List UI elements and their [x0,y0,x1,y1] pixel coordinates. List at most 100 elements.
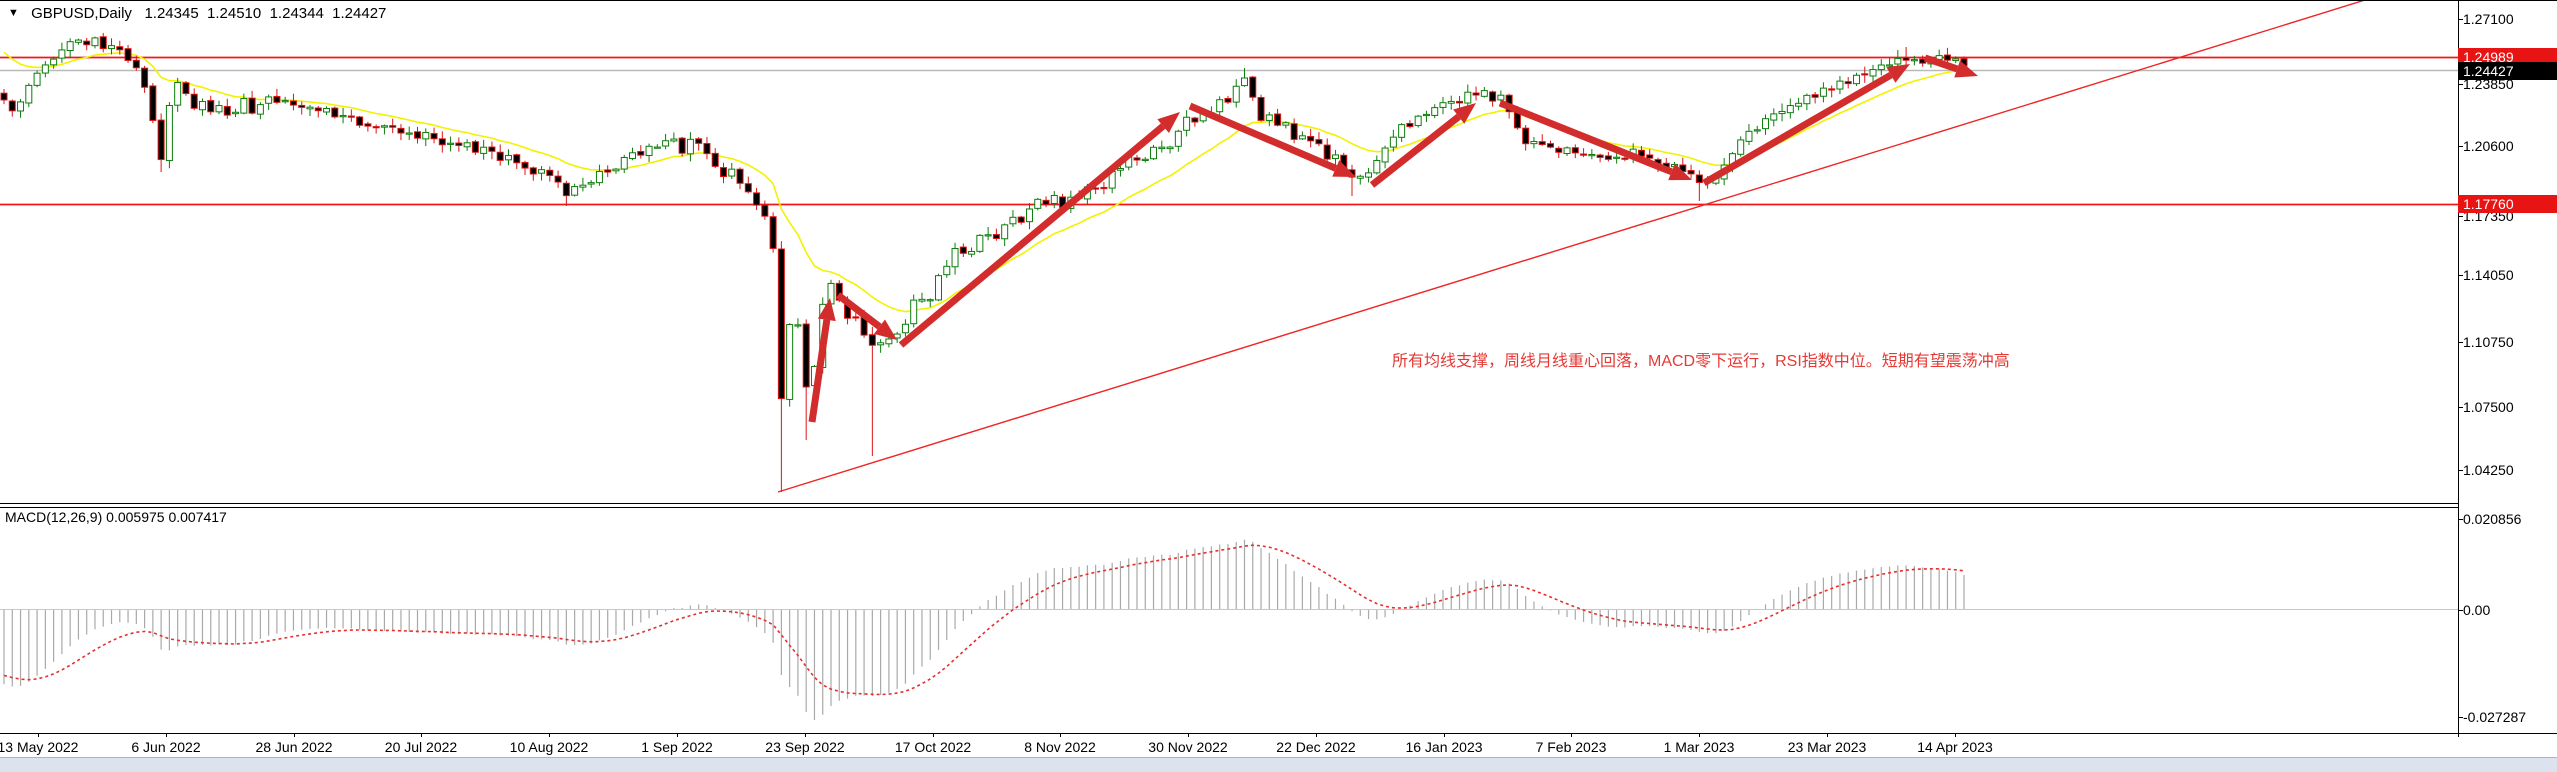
candle-body [852,316,860,319]
candle-body [1770,113,1778,121]
candle-body [298,104,306,108]
candle-body [1224,97,1232,103]
candle-body [33,72,41,86]
candle-body [405,132,413,135]
candle-body [1604,155,1612,160]
candle-body [1480,90,1488,97]
candle-body [744,183,752,193]
candle-body [1546,143,1554,148]
candles-group [0,32,1968,492]
date-label: 16 Jan 2023 [1405,739,1483,755]
candle-body [1464,91,1472,104]
trend-arrow-head [1157,112,1180,134]
candle-body [422,131,430,140]
candle-body [992,234,1000,239]
trend-arrows[interactable] [808,54,1978,423]
candle-body [116,46,124,51]
trend-arrow[interactable] [898,123,1166,348]
trend-arrow[interactable] [1923,54,1959,73]
candle-body [753,192,761,206]
candle-body [463,142,471,148]
candle-body [1158,146,1166,150]
candle-body [1588,153,1596,157]
triangle-down-icon: ▼ [8,7,19,19]
date-label: 20 Jul 2022 [384,739,458,755]
candle-body [223,105,231,116]
candle-body [662,140,670,147]
candle-body [1687,170,1695,175]
candle-body [1174,130,1182,147]
candle-body [83,40,91,46]
price-tag-resistance: 1.24989 [2458,48,2557,66]
candle-body [761,204,769,217]
candle-body [248,97,256,114]
trend-arrow[interactable] [1702,71,1893,187]
price-label: 1.04250 [2463,462,2514,478]
candle-body [496,151,504,161]
candle-body [1762,118,1770,130]
price-label: 1.27100 [2463,11,2514,27]
candle-body [372,126,380,129]
candle-body [1249,76,1257,98]
candle-body [108,45,116,50]
candle-body [314,107,322,112]
candle-body [877,342,885,346]
trend-arrow[interactable] [808,319,831,423]
trend-arrow[interactable] [1188,102,1338,172]
candle-body [1241,77,1248,87]
candle-body [339,115,347,118]
candle-body [1861,73,1869,76]
candle-body [1844,81,1852,85]
candle-body [1819,87,1827,97]
candle-body [802,323,810,388]
candle-body [331,107,339,118]
macd-axis-label: 0.00 [2463,602,2491,618]
bottom-scroll-strip [0,757,2557,772]
candle-body [1836,80,1844,90]
candle-body [1737,139,1745,155]
candle-body [414,131,421,139]
date-label: 23 Sep 2022 [765,739,845,755]
candle-body [959,246,967,254]
candle-body [25,84,33,104]
date-label: 8 Nov 2022 [1024,739,1096,755]
candle-body [281,100,289,103]
candle-body [1398,124,1406,138]
horizontal-levels[interactable] [0,56,2458,206]
candle-body [1877,64,1885,71]
trendline-object[interactable] [777,0,2366,493]
candle-body [389,125,397,128]
candle-body [207,100,215,113]
candle-body [1538,141,1546,146]
candle-body [1100,186,1108,190]
candle-body [703,143,711,155]
candle-body [1282,122,1290,126]
candle-body [711,152,719,167]
candle-body [1910,59,1918,62]
trend-arrow-head [874,319,897,340]
date-label: 13 May 2022 [0,739,79,755]
candle-body [74,39,82,43]
candle-body [1530,141,1538,145]
trend-arrow[interactable] [1498,99,1673,176]
candle-body [612,168,620,172]
candle-body [66,41,74,52]
candle-body [910,299,918,325]
candle-body [943,265,951,276]
candle-body [695,138,703,144]
panel-borders [0,0,2557,737]
candle-body [1025,208,1033,223]
candle-body [587,182,595,185]
candle-body [1257,96,1265,121]
candle-body [182,82,190,95]
trend-arrow[interactable] [835,292,882,330]
date-label: 10 Aug 2022 [509,739,589,755]
candle-body [265,96,273,104]
analysis-annotation-text[interactable]: 所有均线支撑，周线月线重心回落，MACD零下运行，RSI指数中位。短期有望震荡冲… [1392,353,2010,370]
trend-arrow[interactable] [1369,113,1461,188]
uptrend-line[interactable] [777,0,2366,493]
candle-body [1034,198,1042,209]
candle-body [58,49,66,59]
candle-body [364,123,372,127]
